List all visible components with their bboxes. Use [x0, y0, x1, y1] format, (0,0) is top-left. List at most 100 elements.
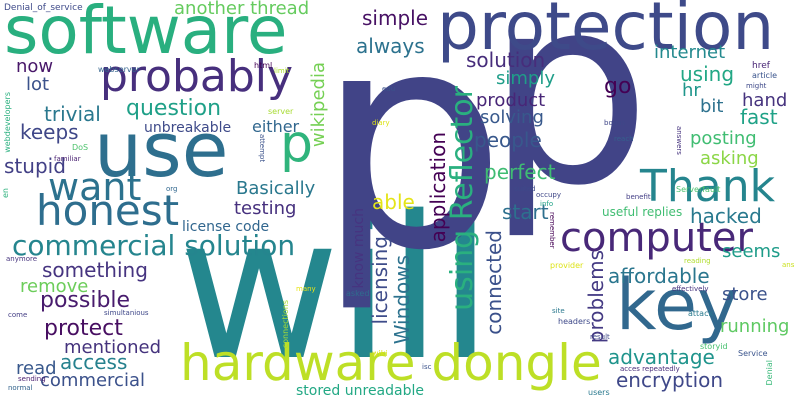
- word-store: store: [722, 284, 768, 305]
- word-suited: suited: [514, 185, 536, 193]
- word-sending: sending: [18, 375, 46, 383]
- word-seems: seems: [722, 241, 781, 262]
- word-another-thread: another thread: [174, 0, 310, 19]
- word-asked: asked: [346, 289, 370, 298]
- word-come: come: [8, 311, 28, 319]
- word-advantage: advantage: [608, 345, 715, 369]
- word-useful-replies: useful replies: [602, 205, 683, 219]
- word-question: question: [126, 96, 222, 121]
- word-encryption: encryption: [616, 368, 724, 392]
- word-normal: normal: [8, 384, 33, 392]
- word-effectively: effectively: [672, 285, 709, 293]
- word-edu: edu: [382, 85, 396, 93]
- word-protect: protect: [44, 316, 123, 341]
- word-thank: Thank: [640, 161, 776, 212]
- word-reading: reading: [684, 257, 711, 265]
- word-product: product: [476, 90, 546, 111]
- word-org: org: [166, 185, 178, 193]
- word-hr: hr: [682, 80, 701, 101]
- word-go: go: [604, 74, 632, 99]
- word-p-large-2: p: [486, 0, 652, 243]
- word-use: use: [94, 105, 229, 194]
- word-en: en: [1, 188, 10, 198]
- word-wiki: wiki: [372, 349, 388, 358]
- word-honest: honest: [36, 186, 180, 235]
- word-remember: remember: [548, 212, 556, 249]
- word-stored-unreadable: stored unreadable: [296, 383, 424, 399]
- word-service: Service: [738, 349, 768, 358]
- word-lot: lot: [26, 74, 50, 95]
- word-href: href: [752, 61, 770, 71]
- word-stupid: stupid: [4, 154, 66, 178]
- word-connections: connections: [281, 300, 290, 349]
- word-commercial-solution: commercial solution: [12, 229, 296, 262]
- word-problems: problems: [584, 250, 608, 344]
- word-webserver: webserver: [98, 65, 140, 74]
- word-either: either: [252, 117, 300, 136]
- word-attempt: attempt: [258, 134, 266, 163]
- word-anymore: anymore: [6, 255, 38, 263]
- word-might: might: [746, 82, 767, 90]
- word-unbreakable: unbreakable: [144, 120, 232, 136]
- word-using: using: [680, 62, 735, 86]
- word-p-medium: p: [280, 114, 314, 174]
- word-keeps: keeps: [20, 120, 79, 144]
- word-benefit: benefit: [626, 193, 651, 201]
- word-provider: provider: [550, 261, 584, 270]
- word-simply: simply: [496, 68, 555, 89]
- word-webdevelopers: webdevelopers: [3, 92, 12, 153]
- word-able: able: [372, 190, 415, 214]
- word-site: site: [552, 307, 565, 315]
- word-limit: limit: [274, 67, 290, 75]
- word-commercial: commercial: [40, 370, 145, 391]
- word-ans: ans: [782, 261, 795, 269]
- word-bit: bit: [700, 96, 724, 117]
- word-dos: DoS: [72, 143, 89, 152]
- word-connected: connected: [482, 230, 506, 335]
- word-serverfault: Serverfault: [676, 185, 721, 194]
- word-windows: Windows: [390, 255, 414, 345]
- word-always: always: [356, 34, 425, 58]
- word-bogus: bogus: [604, 119, 626, 127]
- word-hand: hand: [742, 90, 788, 111]
- word-software: software: [4, 0, 288, 69]
- word-something: something: [42, 258, 148, 282]
- word-internet: internet: [654, 42, 726, 63]
- word-possible: possible: [40, 288, 131, 313]
- word-probably: probably: [100, 51, 294, 102]
- word-testing: testing: [234, 198, 297, 219]
- word-fast: fast: [740, 105, 778, 129]
- word-occupy: occupy: [536, 191, 562, 199]
- word-basically: Basically: [236, 178, 316, 199]
- word-server: server: [268, 107, 294, 116]
- word-will: will: [178, 173, 493, 400]
- word-license-code: license code: [182, 219, 270, 235]
- word-know-much: know much: [351, 208, 367, 289]
- word-simultanious: simultanious: [104, 309, 149, 317]
- word-access: access: [60, 350, 128, 374]
- word-posting: posting: [690, 128, 757, 149]
- word-asking: asking: [700, 148, 759, 169]
- word-diary: diary: [372, 119, 390, 127]
- word-simple: simple: [362, 6, 429, 30]
- word-result: result: [590, 333, 610, 341]
- word-hardware-dongle: hardware dongle: [180, 334, 602, 392]
- word-users: users: [588, 388, 610, 397]
- word-application: application: [426, 132, 450, 243]
- word-p-large-1: p: [316, 0, 507, 316]
- word-answers: answers: [675, 126, 683, 155]
- word-denial: Denial: [765, 360, 774, 386]
- word-computer: computer: [560, 215, 753, 261]
- word-using-reflector: using Reflector: [445, 86, 480, 311]
- word-wikipedia: wikipedia: [308, 62, 329, 148]
- word-denial-of-service: Denial_of_service: [4, 3, 83, 13]
- word-affordable: affordable: [608, 264, 710, 288]
- word-now: now: [16, 56, 54, 77]
- word-perfect: perfect: [484, 160, 556, 184]
- word-remove: remove: [20, 276, 89, 297]
- word-licensing: licensing: [368, 236, 392, 325]
- word-html: html: [254, 61, 273, 70]
- word-reach: reach: [614, 135, 634, 143]
- word-storyid: storyid: [700, 342, 728, 351]
- word-read: read: [16, 358, 57, 379]
